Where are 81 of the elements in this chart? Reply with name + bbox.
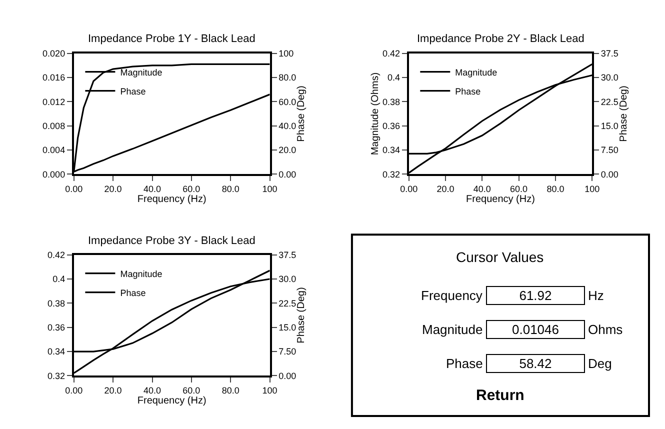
text: Frequency (421, 288, 483, 303)
y2-tick-label: 30.0 (600, 72, 618, 83)
y2-tick-label: 7.50 (600, 145, 618, 156)
y-tick-label: 0.020 (42, 48, 66, 58)
x-tick-label: 60.0 (182, 386, 200, 396)
text: Deg (588, 356, 612, 371)
text: Cursor Values (456, 249, 544, 265)
y-tick-label: 0.34 (48, 346, 66, 357)
text: Hz (588, 288, 604, 303)
y2-tick-label: 80.0 (278, 72, 296, 83)
x-tick-label: 0.00 (400, 184, 418, 194)
y2-tick-label: 15.0 (600, 120, 618, 131)
x-axis-title: Frequency (Hz) (137, 396, 206, 406)
y-tick-label: 0.4 (388, 72, 400, 83)
chart-title: Impedance Probe 2Y - Black Lead (417, 33, 584, 45)
x-tick-label: 100 (262, 184, 278, 194)
chart-title: Impedance Probe 3Y - Black Lead (88, 235, 256, 247)
y2-tick-label: 22.5 (278, 298, 296, 308)
x-tick-label: 100 (262, 386, 278, 396)
y-tick-label: 0.32 (382, 169, 400, 180)
x-tick-label: 80.0 (546, 184, 564, 194)
y2-tick-label: 0.00 (278, 370, 296, 381)
legend-label: Phase (120, 288, 146, 298)
x-tick-label: 0.00 (65, 386, 83, 396)
y-tick-label: 0.016 (42, 72, 66, 83)
y2-tick-label: 7.50 (278, 346, 296, 357)
y2-tick-label: 37.5 (278, 250, 296, 260)
y-tick-label: 0.4 (52, 274, 66, 284)
y2-tick-label: 100 (278, 48, 294, 58)
y-tick-label: 0.012 (42, 96, 66, 107)
y-tick-label: 0.42 (48, 250, 66, 260)
y2-tick-label: 60.0 (278, 96, 296, 107)
x-tick-label: 20.0 (104, 386, 122, 396)
y2-tick-label: 15.0 (278, 322, 296, 332)
legend-label: Magnitude (455, 67, 498, 78)
y-tick-label: 0.36 (382, 120, 400, 131)
text: 0.01046 (512, 322, 559, 337)
text: 58.42 (519, 356, 552, 371)
x-tick-label: 60.0 (182, 184, 200, 194)
y2-tick-label: 20.0 (278, 145, 296, 156)
x-axis-title: Frequency (Hz) (466, 194, 535, 205)
y2-axis-title: Phase (Deg) (296, 287, 308, 344)
text: Return (476, 387, 524, 404)
y2-axis-title: Phase (Deg) (618, 86, 630, 142)
x-tick-label: 40.0 (143, 386, 162, 396)
y2-axis-title: Phase (Deg) (296, 86, 308, 142)
x-tick-label: 80.0 (222, 386, 240, 396)
text: Ohms (588, 322, 624, 337)
x-tick-label: 0.00 (65, 184, 83, 194)
legend-label: Phase (120, 86, 146, 96)
y-tick-label: 0.008 (42, 120, 66, 131)
x-tick-label: 20.0 (436, 184, 454, 194)
x-tick-label: 40.0 (143, 184, 162, 194)
y2-tick-label: 0.00 (600, 169, 618, 180)
y-tick-label: 0.38 (48, 298, 66, 308)
chart-title: Impedance Probe 1Y - Black Lead (88, 33, 256, 45)
y2-tick-label: 40.0 (278, 120, 296, 131)
legend-label: Magnitude (120, 268, 162, 279)
x-tick-label: 80.0 (222, 184, 240, 194)
y-tick-label: 0.34 (382, 145, 400, 156)
y-tick-label: 0.004 (42, 145, 66, 156)
y-tick-label: 0.36 (48, 322, 66, 332)
x-tick-label: 40.0 (473, 184, 491, 194)
y-axis-title: Magnitude (Ohms) (370, 72, 382, 156)
x-tick-label: 20.0 (104, 184, 122, 194)
legend-label: Phase (455, 86, 481, 96)
y-tick-label: 0.000 (42, 169, 66, 180)
y2-tick-label: 0.00 (278, 169, 296, 180)
y-tick-label: 0.42 (382, 48, 400, 58)
x-tick-label: 100 (584, 184, 600, 194)
x-tick-label: 60.0 (510, 184, 528, 194)
text: Phase (446, 356, 483, 371)
y2-tick-label: 37.5 (600, 48, 618, 58)
text: 61.92 (519, 288, 552, 303)
y2-tick-label: 30.0 (278, 274, 296, 284)
x-axis-title: Frequency (Hz) (137, 194, 206, 205)
y-tick-label: 0.38 (382, 96, 400, 107)
y-tick-label: 0.32 (48, 370, 66, 381)
legend-label: Magnitude (120, 67, 162, 78)
y2-tick-label: 22.5 (600, 96, 618, 107)
text: Magnitude (422, 322, 483, 337)
